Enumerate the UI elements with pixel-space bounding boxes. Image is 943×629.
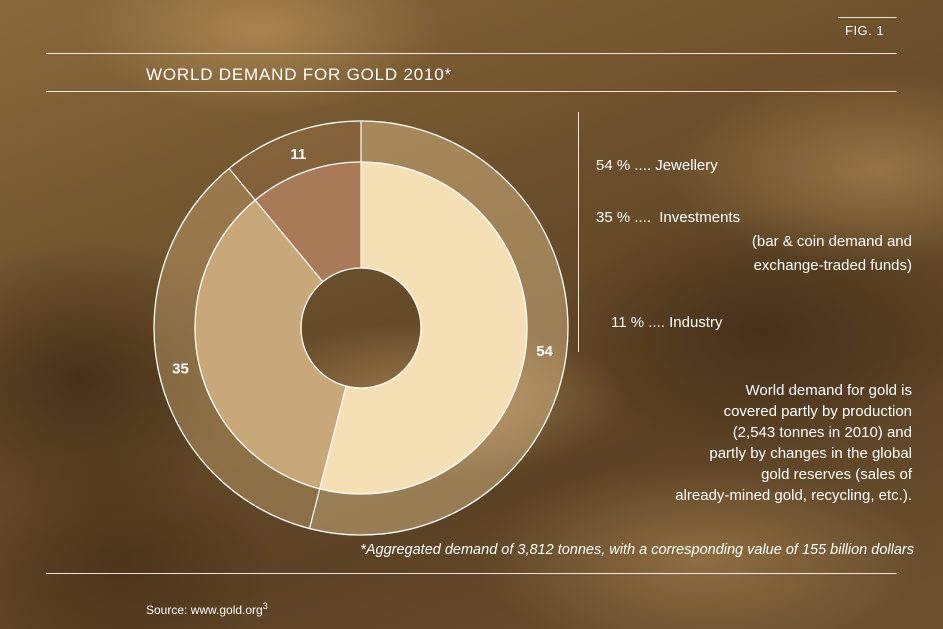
inner-ring-edge [194, 161, 528, 495]
source-credit: Source: www.gold.org3 [146, 601, 268, 617]
legend-pct: 35 % [596, 209, 631, 226]
source-superscript: 3 [262, 601, 268, 611]
note-line: (2,543 tonnes in 2010) and [732, 424, 912, 441]
slice-divider-industry [228, 168, 324, 283]
legend-dots: .... [634, 157, 652, 174]
legend-item-jewellery: 54 % .... Jewellery [596, 155, 718, 176]
data-label-industry: 11 [290, 146, 306, 163]
legend-sub-line: (bar & coin demand and [751, 233, 912, 250]
note-line: covered partly by production [723, 403, 912, 420]
outer-ring [153, 121, 568, 536]
legend-pct: 54 % [596, 157, 631, 174]
legend-item-industry: 11 % .... Industry [611, 312, 722, 333]
outer-segment-jewellery [309, 121, 568, 536]
legend-pct: 11 % [611, 314, 645, 331]
legend-divider [578, 112, 579, 352]
ring-outline [153, 120, 569, 536]
legend-sub-line: exchange-traded funds) [753, 257, 912, 274]
legend-name: Industry [669, 314, 723, 331]
note-line: World demand for gold is [745, 382, 912, 399]
outer-segment-industry [229, 121, 361, 201]
slice-divider-investments [308, 385, 347, 529]
chart-title: WORLD DEMAND FOR GOLD 2010* [146, 65, 452, 84]
segment-labels: 54 35 11 [172, 146, 553, 377]
legend-dots: .... [648, 314, 665, 331]
header-rule-bottom [46, 91, 897, 92]
note-line: gold reserves (sales of [761, 466, 912, 483]
slice-industry [255, 162, 361, 282]
legend-item-investments: 35 % .... Investments [596, 207, 740, 228]
note-line: partly by changes in the global [709, 445, 912, 462]
data-label-jewellery: 54 [536, 343, 553, 360]
fig-label-rule-top [838, 17, 897, 18]
legend-dots: .... [634, 209, 652, 226]
source-text: Source: www.gold.org [146, 603, 263, 617]
legend-name: Jewellery [655, 157, 718, 174]
note-line: already-mined gold, recycling, etc.). [675, 487, 912, 504]
figure-label: FIG. 1 [845, 23, 885, 38]
explanatory-note: World demand for gold is covered partly … [512, 380, 912, 506]
inner-ring [195, 162, 527, 494]
slice-jewellery [319, 162, 527, 494]
footer-rule [46, 573, 897, 574]
footnote: *Aggregated demand of 3,812 tonnes, with… [360, 542, 914, 558]
legend-name: Investments [659, 209, 741, 226]
data-label-investments: 35 [172, 360, 189, 377]
header-rule-top [46, 53, 897, 54]
outer-ring-edge [153, 120, 569, 536]
slice-investments [195, 200, 347, 489]
outer-segment-investments [153, 168, 320, 529]
donut-hole-edge [300, 267, 422, 389]
